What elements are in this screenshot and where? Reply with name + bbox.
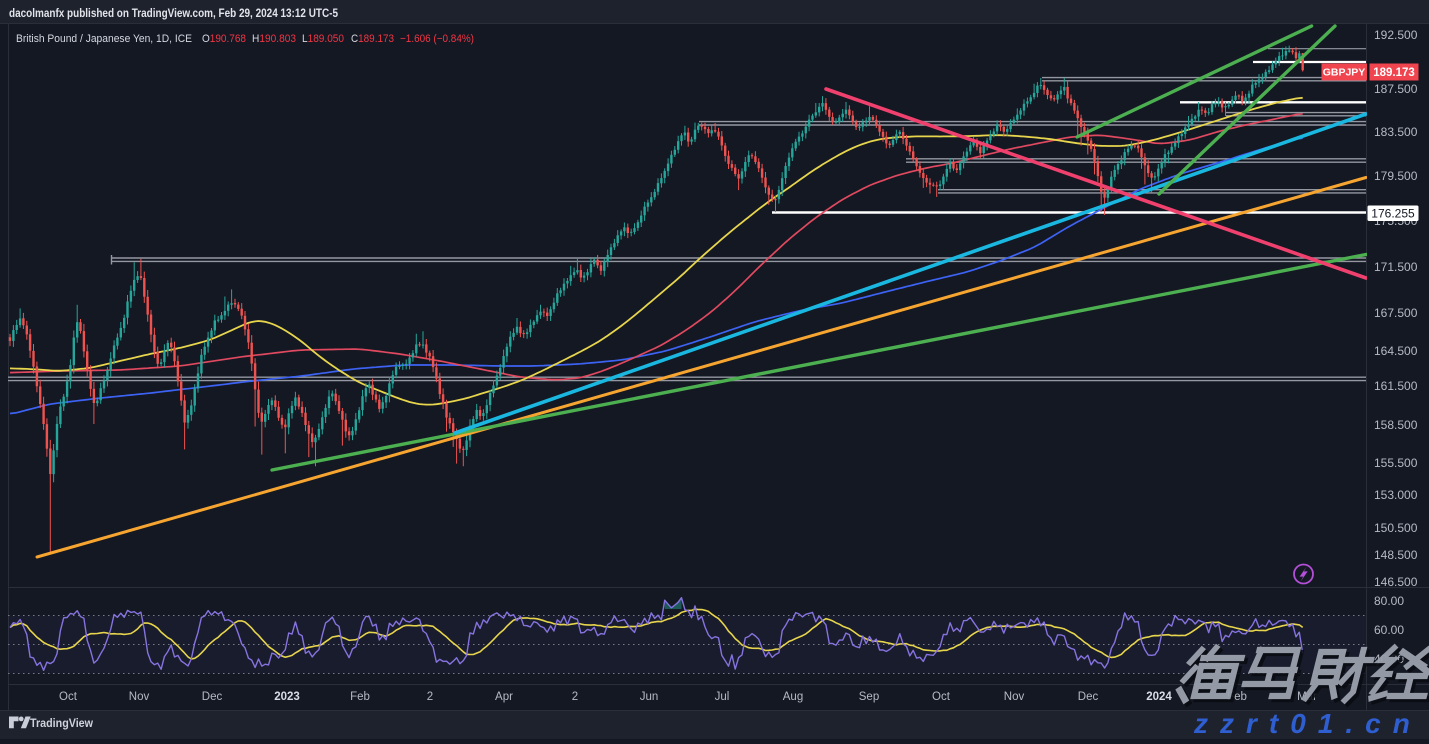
svg-text:189.173: 189.173 [1373, 67, 1415, 79]
svg-text:Feb: Feb [350, 691, 370, 703]
svg-text:80.00: 80.00 [1374, 594, 1404, 608]
svg-text:GBPJPY: GBPJPY [1323, 67, 1366, 79]
svg-text:155.500: 155.500 [1374, 456, 1418, 470]
svg-text:dacolmanfx published on Tradin: dacolmanfx published on TradingView.com,… [9, 8, 339, 20]
svg-text:60.00: 60.00 [1374, 623, 1404, 637]
svg-text:Nov: Nov [1004, 691, 1025, 703]
svg-text:2023: 2023 [274, 691, 300, 703]
svg-text:Apr: Apr [495, 691, 513, 703]
svg-text:Jun: Jun [640, 691, 659, 703]
svg-text:179.500: 179.500 [1374, 169, 1418, 183]
svg-text:148.500: 148.500 [1374, 548, 1418, 562]
svg-text:L189.050: L189.050 [302, 33, 344, 45]
svg-text:2024: 2024 [1146, 691, 1172, 703]
svg-text:Jul: Jul [715, 691, 730, 703]
svg-text:167.500: 167.500 [1374, 306, 1418, 320]
svg-text:161.500: 161.500 [1374, 379, 1418, 393]
svg-text:164.500: 164.500 [1374, 344, 1418, 358]
svg-text:Sep: Sep [859, 691, 879, 703]
svg-text:187.500: 187.500 [1374, 82, 1418, 96]
svg-text:Aug: Aug [783, 691, 803, 703]
svg-text:zzrt01.cn: zzrt01.cn [1193, 708, 1422, 739]
svg-text:C189.173: C189.173 [351, 33, 394, 45]
svg-text:Nov: Nov [129, 691, 150, 703]
svg-text:150.500: 150.500 [1374, 521, 1418, 535]
svg-text:146.500: 146.500 [1374, 575, 1418, 589]
svg-text:Oct: Oct [59, 691, 78, 703]
svg-text:Dec: Dec [202, 691, 223, 703]
svg-text:TradingView: TradingView [30, 716, 94, 730]
svg-text:O190.768: O190.768 [202, 33, 246, 45]
svg-text:H190.803: H190.803 [252, 33, 296, 45]
svg-text:British Pound / Japanese Yen,: British Pound / Japanese Yen, 1D, ICE [16, 33, 192, 45]
svg-text:158.500: 158.500 [1374, 418, 1418, 432]
svg-text:−1.606 (−0.84%): −1.606 (−0.84%) [400, 33, 474, 45]
svg-text:Dec: Dec [1078, 691, 1099, 703]
svg-text:153.000: 153.000 [1374, 488, 1418, 502]
svg-text:183.500: 183.500 [1374, 125, 1418, 139]
svg-text:171.500: 171.500 [1374, 260, 1418, 274]
svg-text:176.255: 176.255 [1371, 207, 1415, 221]
svg-text:192.500: 192.500 [1374, 28, 1418, 42]
svg-text:2: 2 [427, 691, 433, 703]
svg-text:Oct: Oct [932, 691, 951, 703]
svg-text:2: 2 [572, 691, 578, 703]
